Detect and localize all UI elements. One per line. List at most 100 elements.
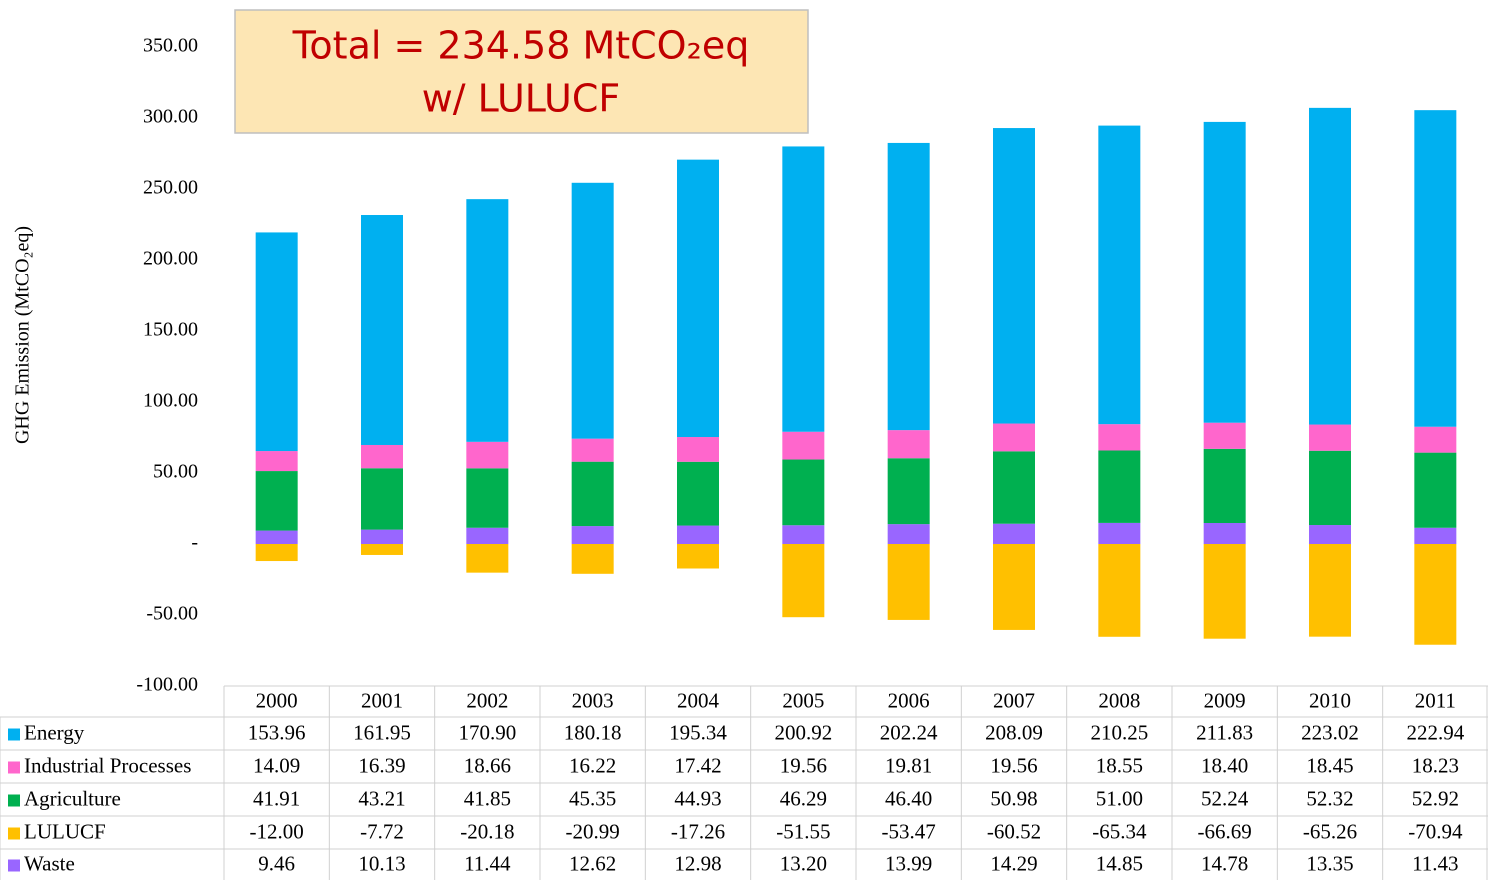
table-cell: 12.62 — [569, 851, 616, 875]
table-cell: 46.29 — [780, 786, 827, 810]
bar-segment — [887, 524, 930, 544]
bar-segment — [677, 525, 719, 544]
bar-segment — [466, 441, 509, 469]
table-cell: 19.81 — [885, 753, 932, 777]
table-cell: -60.52 — [987, 819, 1041, 843]
table-cell: 19.56 — [780, 753, 827, 777]
legend-swatch — [8, 794, 20, 807]
bar-segment — [887, 458, 930, 525]
table-cell: 43.21 — [358, 786, 405, 810]
table-cell: 222.94 — [1406, 720, 1464, 744]
bar-segment — [571, 182, 614, 439]
table-cell: 13.20 — [780, 851, 827, 875]
bar-segment — [677, 544, 719, 569]
x-tick-label: 2003 — [572, 688, 614, 712]
table-cell: 200.92 — [774, 720, 832, 744]
bar-segment — [782, 544, 825, 618]
x-tick-label: 2005 — [782, 688, 824, 712]
table-cell: 170.90 — [458, 720, 516, 744]
bar-segment — [571, 526, 614, 544]
y-tick-label: - — [191, 532, 198, 554]
bar-segment — [361, 468, 403, 530]
table-cell: -12.00 — [250, 819, 304, 843]
table-cell: 44.93 — [674, 786, 721, 810]
bar-segment — [255, 530, 298, 544]
bar-segment — [255, 544, 298, 562]
table-cell: 208.09 — [985, 720, 1043, 744]
table-cell: 52.92 — [1412, 786, 1459, 810]
bar-segment — [887, 142, 930, 431]
bar-segment — [255, 451, 298, 472]
y-tick-label: 50.00 — [153, 461, 198, 483]
table-cell: 18.23 — [1412, 753, 1459, 777]
bar-segment — [1414, 110, 1457, 427]
bar-segment — [1414, 452, 1457, 528]
table-cell: -51.55 — [776, 819, 830, 843]
table-cell: 46.40 — [885, 786, 932, 810]
legend-label: Waste — [24, 851, 75, 875]
bar-segment — [1098, 450, 1141, 523]
table-cell: 9.46 — [258, 851, 295, 875]
bar-segment — [466, 468, 509, 528]
table-cell: 14.78 — [1201, 851, 1248, 875]
y-tick-label: 200.00 — [143, 248, 198, 270]
x-tick-label: 2009 — [1204, 688, 1246, 712]
table-cell: 202.24 — [880, 720, 938, 744]
table-cell: 19.56 — [990, 753, 1037, 777]
bar-segment — [1309, 424, 1351, 451]
x-tick-label: 2002 — [466, 688, 508, 712]
table-cell: -17.26 — [671, 819, 725, 843]
x-tick-label: 2011 — [1415, 688, 1456, 712]
table-cell: 41.91 — [253, 786, 300, 810]
bar-segment — [571, 544, 614, 574]
table-cell: 13.35 — [1306, 851, 1353, 875]
table-cell: 180.18 — [564, 720, 622, 744]
x-tick-label: 2004 — [677, 688, 720, 712]
y-tick-label: 250.00 — [143, 177, 198, 199]
bar-segment — [677, 437, 719, 462]
y-tick-label: -50.00 — [146, 603, 198, 625]
legend-swatch — [8, 827, 20, 840]
x-tick-label: 2008 — [1098, 688, 1140, 712]
annotation: Total = 234.58 MtCO₂eq — [292, 24, 750, 68]
table-cell: -70.94 — [1408, 819, 1463, 843]
bar-segment — [1309, 525, 1351, 544]
legend-label: Energy — [24, 720, 85, 744]
table-cell: -20.99 — [566, 819, 620, 843]
table-cell: 14.85 — [1096, 851, 1143, 875]
bar-segment — [255, 471, 298, 531]
table-cell: -7.72 — [360, 819, 404, 843]
bar-segment — [1098, 125, 1141, 425]
legend-label: Industrial Processes — [24, 753, 191, 777]
table-cell: 12.98 — [674, 851, 721, 875]
bar-segment — [466, 199, 509, 442]
bar-segment — [1098, 522, 1141, 544]
table-cell: 16.39 — [358, 753, 405, 777]
table-cell: 161.95 — [353, 720, 411, 744]
table-cell: 14.29 — [990, 851, 1037, 875]
y-tick-label: -100.00 — [136, 674, 198, 696]
bar-segment — [1309, 544, 1351, 637]
bar-segment — [1414, 426, 1457, 453]
bar-segment — [887, 544, 930, 620]
bar-segment — [993, 128, 1035, 424]
table-cell: 18.40 — [1201, 753, 1248, 777]
bar-segment — [993, 451, 1035, 524]
annotation: w/ LULUCF — [422, 77, 621, 121]
y-axis-label: GHG Emission (MtCO₂eq) — [12, 226, 34, 444]
bar-segment — [1414, 527, 1457, 544]
bar-segment — [677, 159, 719, 438]
x-tick-label: 2006 — [888, 688, 930, 712]
x-tick-label: 2000 — [256, 688, 298, 712]
bar-segment — [782, 459, 825, 526]
table-cell: 51.00 — [1096, 786, 1143, 810]
bar-segment — [255, 232, 298, 452]
bar-segment — [1309, 107, 1351, 425]
table-cell: 17.42 — [674, 753, 721, 777]
bar-segment — [782, 525, 825, 544]
table-cell: -65.34 — [1092, 819, 1147, 843]
bar-segment — [1203, 544, 1246, 639]
bar-segment — [571, 438, 614, 462]
bar-segment — [993, 523, 1035, 544]
